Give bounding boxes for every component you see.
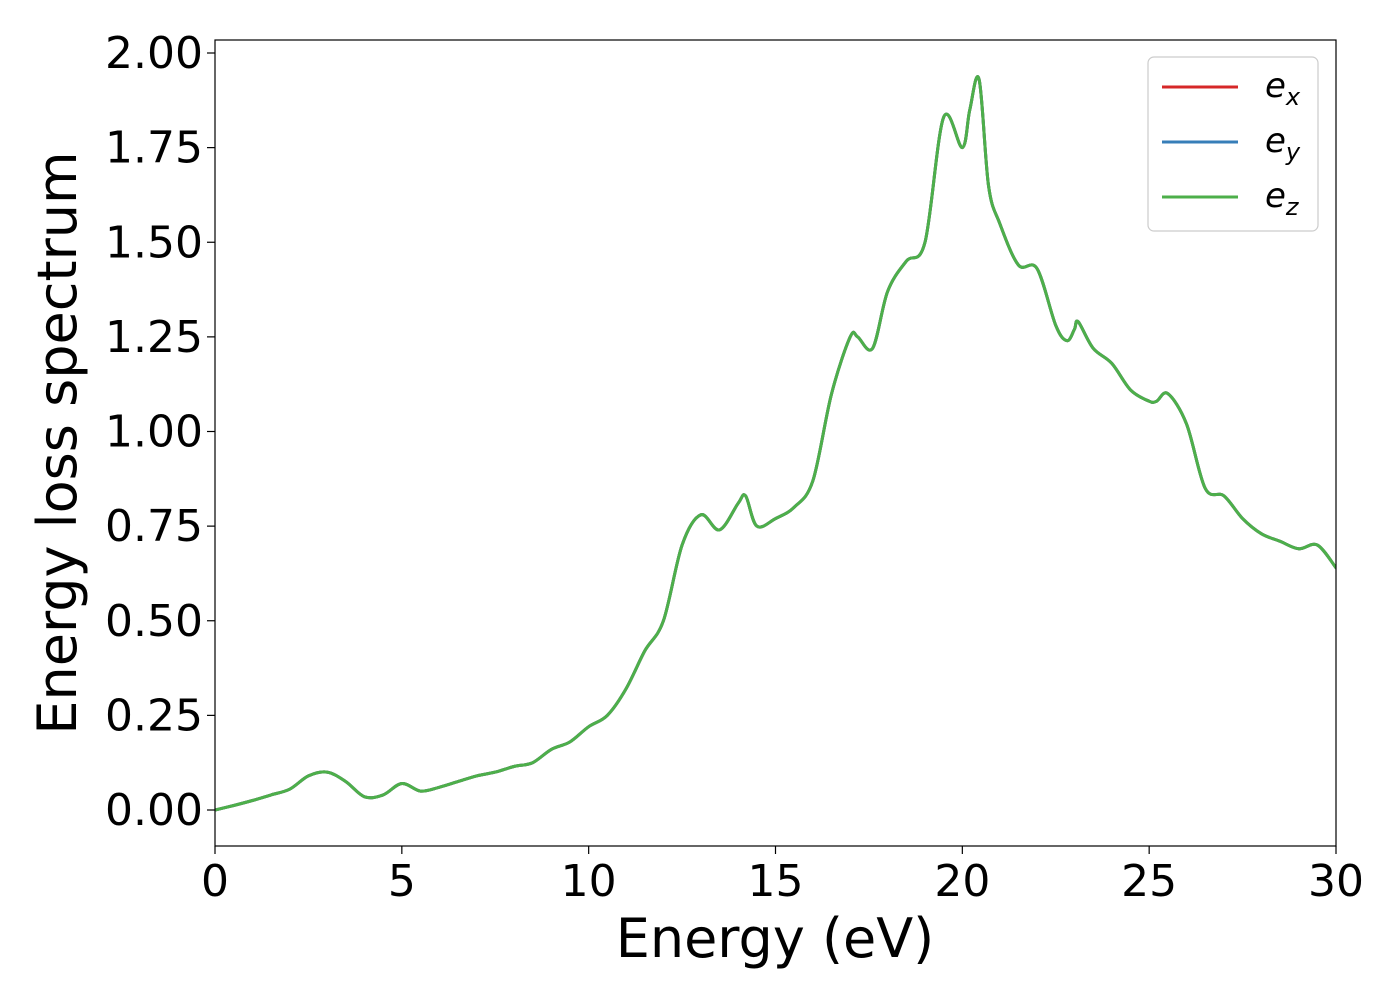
y-axis: 0.00 0.25 0.50 0.75 1.00 1.25 1.50 1.75 2.00 bbox=[105, 28, 215, 836]
x-axis: 0 5 10 15 20 25 30 bbox=[201, 846, 1364, 907]
y-tick-label: 0.00 bbox=[105, 785, 203, 836]
x-axis-label: Energy (eV) bbox=[616, 907, 935, 970]
x-tick-label: 10 bbox=[561, 856, 617, 907]
y-tick-label: 1.75 bbox=[105, 123, 203, 174]
x-tick-label: 20 bbox=[934, 856, 990, 907]
y-tick-label: 1.50 bbox=[105, 217, 203, 268]
y-tick-label: 1.25 bbox=[105, 312, 203, 363]
y-tick-label: 0.50 bbox=[105, 596, 203, 647]
y-tick-label: 0.25 bbox=[105, 690, 203, 741]
legend-box bbox=[1147, 56, 1319, 232]
x-tick-label: 5 bbox=[388, 856, 416, 907]
y-axis-label: Energy loss spectrum bbox=[26, 151, 89, 734]
x-tick-label: 25 bbox=[1121, 856, 1177, 907]
x-tick-label: 30 bbox=[1308, 856, 1364, 907]
y-tick-label: 0.75 bbox=[105, 501, 203, 552]
series-layer bbox=[215, 75, 1336, 812]
series-line-ez bbox=[215, 75, 1336, 812]
x-tick-label: 0 bbox=[201, 856, 229, 907]
x-tick-label: 15 bbox=[748, 856, 804, 907]
y-tick-label: 2.00 bbox=[105, 28, 203, 79]
y-tick-label: 1.00 bbox=[105, 407, 203, 458]
